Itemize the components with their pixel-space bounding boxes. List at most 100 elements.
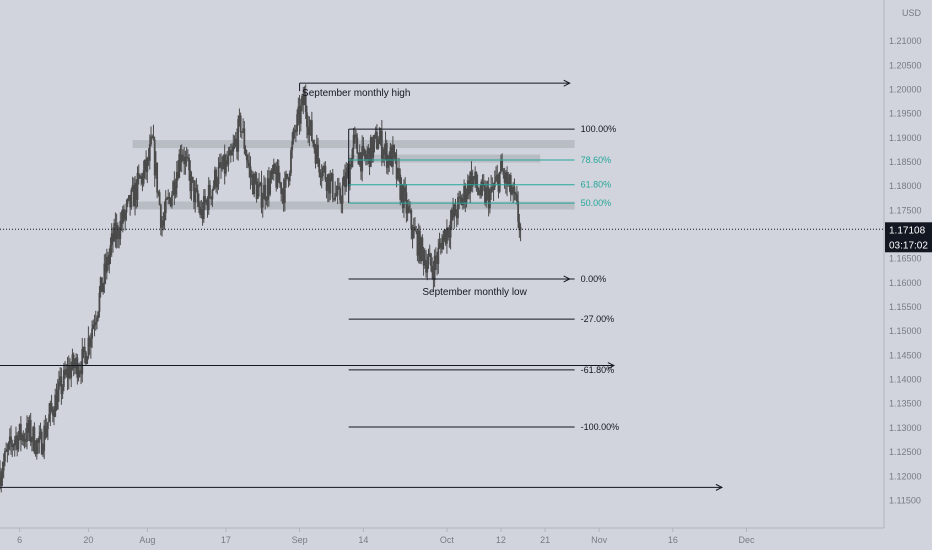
candle-body (77, 372, 80, 378)
candle-body (83, 346, 86, 353)
candle-body (72, 354, 75, 369)
horizontal-rays[interactable] (0, 362, 724, 491)
candle-body (336, 186, 339, 196)
candle-body (420, 237, 423, 262)
candle-body (213, 169, 216, 186)
candle-body (320, 175, 323, 178)
candle-body (318, 159, 321, 173)
candle-body (168, 197, 171, 199)
time-axis[interactable]: 6 20 Aug 17 Sep 14 Oct 12 21 Nov 16 Dec (0, 527, 884, 545)
candle-body (17, 436, 20, 450)
candle-body (76, 357, 79, 378)
y-tick-label: 1.18000 (889, 181, 922, 191)
candle-body (223, 154, 226, 174)
candle-body (66, 368, 69, 379)
candle-body (228, 150, 231, 156)
price-candles (0, 84, 522, 493)
candle-body (469, 172, 472, 194)
chart-annotations[interactable]: September monthly high September monthly … (299, 79, 571, 298)
candle-body (150, 136, 152, 145)
candle-body (44, 425, 47, 437)
candle-body (161, 225, 163, 228)
fibonacci-retracement[interactable]: 100.00% 78.60% 61.80% 50.00% 0.00% -27.00% -61… (348, 124, 619, 432)
candle-body (204, 196, 206, 203)
candle-body (194, 187, 197, 203)
candle-body (186, 157, 189, 159)
candle-body (232, 146, 235, 152)
candle-body (218, 162, 221, 167)
candle-body (34, 452, 37, 455)
candle-body (355, 134, 357, 138)
candle-body (410, 210, 413, 230)
candle-body (369, 137, 372, 168)
candle-body (473, 176, 475, 180)
candle-body (303, 93, 306, 106)
candle-body (460, 198, 463, 206)
candle-body (141, 175, 144, 184)
candle-body (59, 376, 62, 382)
candle-body (275, 171, 278, 188)
candle-body (398, 168, 400, 175)
candle-body (249, 166, 252, 178)
candle-body (267, 178, 270, 195)
candle-body (333, 198, 335, 200)
candle-body (220, 162, 222, 169)
y-tick-label: 1.21000 (889, 36, 922, 46)
candle-body (423, 260, 426, 266)
candle-body (16, 435, 19, 450)
candle-body (248, 163, 251, 167)
candle-body (335, 193, 338, 196)
candle-body (486, 187, 489, 189)
candle-body (286, 173, 289, 178)
candle-body (163, 213, 166, 221)
candle-body (243, 128, 246, 149)
candle-body (395, 158, 398, 180)
candle-body (263, 184, 265, 200)
candle-body (37, 439, 39, 443)
candle-body (177, 172, 179, 178)
candle-body (361, 145, 364, 172)
candle-body (89, 338, 92, 347)
candle-body (200, 209, 203, 215)
candle-body (119, 220, 122, 239)
candle-body (231, 151, 233, 156)
candle-body (385, 143, 388, 168)
candle-body (212, 185, 215, 190)
candle-body (190, 176, 193, 192)
candle-body (428, 253, 431, 257)
candle-body (358, 152, 361, 165)
annotation-arrowhead (563, 275, 571, 283)
candle-body (38, 436, 41, 443)
y-tick-label: 1.16000 (889, 278, 922, 288)
candle-body (417, 230, 420, 256)
candle-body (205, 200, 208, 203)
candle-body (498, 171, 501, 192)
candle-body (356, 137, 359, 154)
price-zone (348, 154, 541, 163)
candle-body (258, 183, 260, 188)
candle-body (307, 127, 310, 136)
candle-body (448, 235, 451, 238)
candle-body (422, 249, 425, 266)
candle-body (170, 195, 173, 207)
candle-body (13, 439, 16, 446)
candle-body (211, 189, 214, 200)
y-tick-label: 1.18500 (889, 157, 922, 167)
candle-body (136, 172, 139, 200)
candle-body (198, 202, 200, 207)
candle-body (427, 256, 430, 265)
candle-body (238, 115, 241, 120)
candle-body (140, 175, 143, 179)
candle-body (394, 153, 397, 159)
candle-body (287, 177, 290, 182)
candle-body (492, 187, 495, 191)
candle-body (442, 236, 445, 250)
candle-body (368, 148, 371, 168)
candle-body (302, 96, 305, 106)
candle-body (253, 173, 256, 195)
candle-body (46, 422, 49, 430)
candle-body (340, 200, 343, 204)
candle-body (351, 149, 354, 168)
